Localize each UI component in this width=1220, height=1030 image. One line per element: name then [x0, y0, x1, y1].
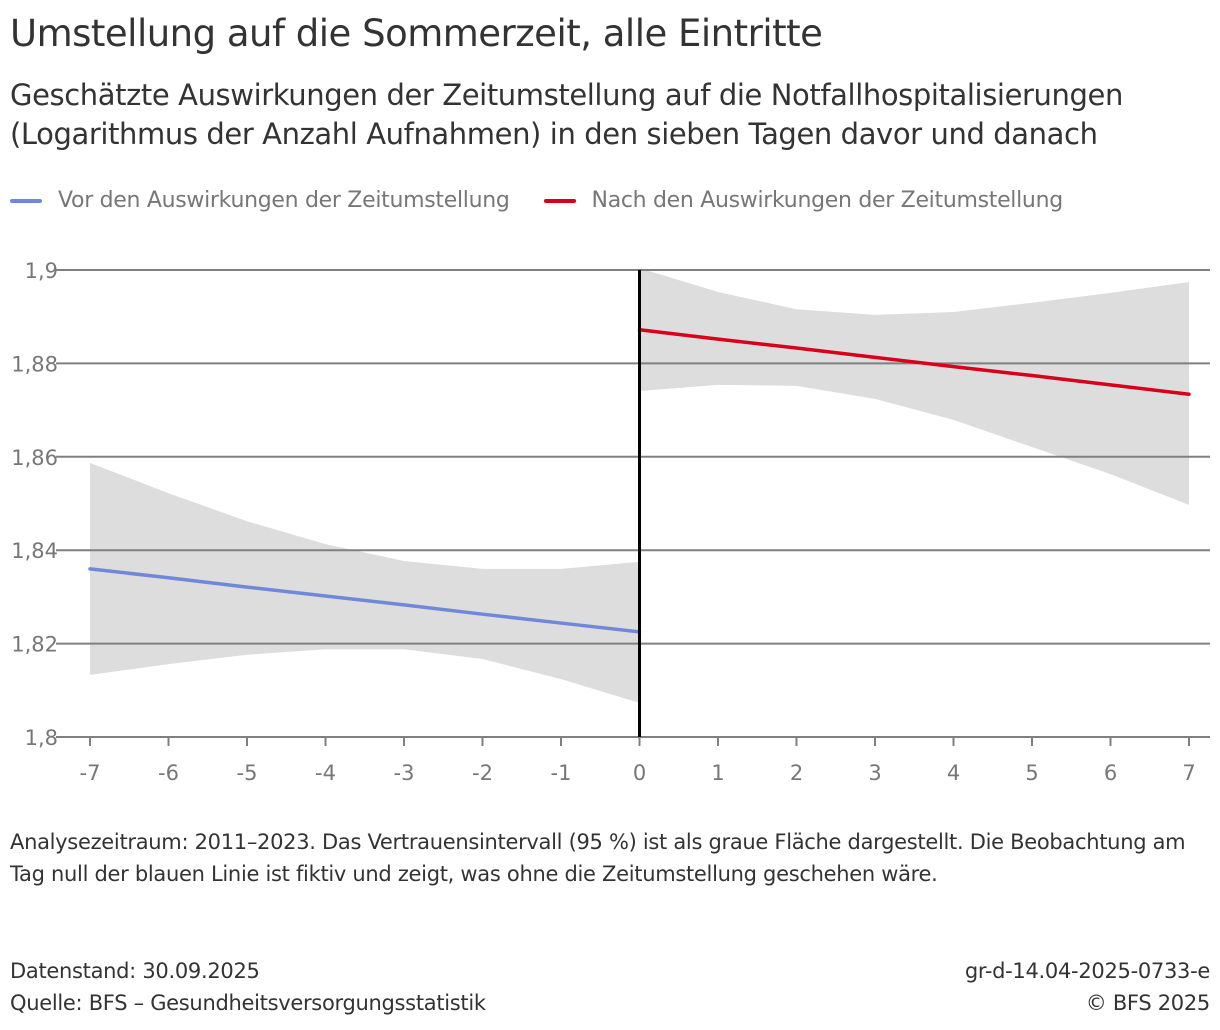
chart-title: Umstellung auf die Sommerzeit, alle Eint…	[10, 12, 823, 55]
chart-subtitle: Geschätzte Auswirkungen der Zeitumstellu…	[10, 76, 1220, 154]
x-tick-label: -7	[80, 761, 101, 785]
copyright: © BFS 2025	[1085, 991, 1211, 1015]
footer-right: gr-d-14.04-2025-0733-e © BFS 2025	[965, 955, 1210, 1019]
legend-label-before: Vor den Auswirkungen der Zeitumstellung	[58, 188, 510, 213]
y-axis: 1,8 1,82 1,84 1,86 1,88 1,9	[11, 259, 58, 750]
x-tick-label: -5	[237, 761, 258, 785]
ci-band-before	[90, 462, 640, 703]
x-tick-label: -3	[394, 761, 415, 785]
x-tick-label: 7	[1182, 761, 1195, 785]
x-axis: -7 -6 -5 -4 -3 -2 -1 0 1 2 3 4 5 6 7	[80, 737, 1196, 785]
x-tick-label: 4	[947, 761, 960, 785]
y-tick-label: 1,82	[11, 633, 58, 657]
ci-band-after	[639, 268, 1189, 505]
x-tick-label: 0	[633, 761, 646, 785]
series-line-before	[88, 567, 642, 634]
footer-left: Datenstand: 30.09.2025 Quelle: BFS – Ges…	[10, 955, 486, 1019]
y-tick-label: 1,8	[25, 726, 58, 750]
x-tick-label: -2	[472, 761, 493, 785]
subtitle-line-1: Geschätzte Auswirkungen der Zeitumstellu…	[10, 78, 1123, 112]
x-tick-label: 1	[711, 761, 724, 785]
legend-swatch-before	[10, 198, 42, 203]
series-lines	[88, 328, 1191, 634]
y-tick-label: 1,9	[25, 259, 58, 283]
series-line-after	[637, 328, 1191, 396]
x-tick-label: -1	[551, 761, 572, 785]
graphic-code: gr-d-14.04-2025-0733-e	[964, 959, 1210, 983]
source: Quelle: BFS – Gesundheitsversorgungsstat…	[10, 991, 486, 1015]
gridlines	[56, 269, 1210, 738]
legend-item-after[interactable]: Nach den Auswirkungen der Zeitumstellung	[543, 188, 1064, 213]
legend: Vor den Auswirkungen der Zeitumstellung …	[10, 188, 1097, 213]
x-tick-label: 2	[790, 761, 803, 785]
legend-swatch-after	[543, 198, 576, 203]
x-tick-label: -4	[315, 761, 336, 785]
y-tick-label: 1,88	[11, 352, 58, 376]
chart-note: Analysezeitraum: 2011–2023. Das Vertraue…	[10, 830, 1186, 886]
y-tick-label: 1,84	[11, 539, 58, 563]
x-tick-label: -6	[158, 761, 179, 785]
data-status: Datenstand: 30.09.2025	[10, 959, 260, 983]
subtitle-line-2: (Logarithmus der Anzahl Aufnahmen) in de…	[10, 117, 1098, 151]
line-chart: 1,8 1,82 1,84 1,86 1,88 1,9 -7 -6 -5 -4 -3 -2 -1 0 1 2…	[11, 259, 1210, 785]
y-tick-label: 1,86	[11, 446, 58, 470]
legend-label-after: Nach den Auswirkungen der Zeitumstellung	[591, 188, 1064, 213]
x-tick-label: 5	[1025, 761, 1038, 785]
legend-item-before[interactable]: Vor den Auswirkungen der Zeitumstellung	[10, 188, 510, 213]
x-tick-label: 6	[1104, 761, 1117, 785]
x-tick-label: 3	[868, 761, 881, 785]
